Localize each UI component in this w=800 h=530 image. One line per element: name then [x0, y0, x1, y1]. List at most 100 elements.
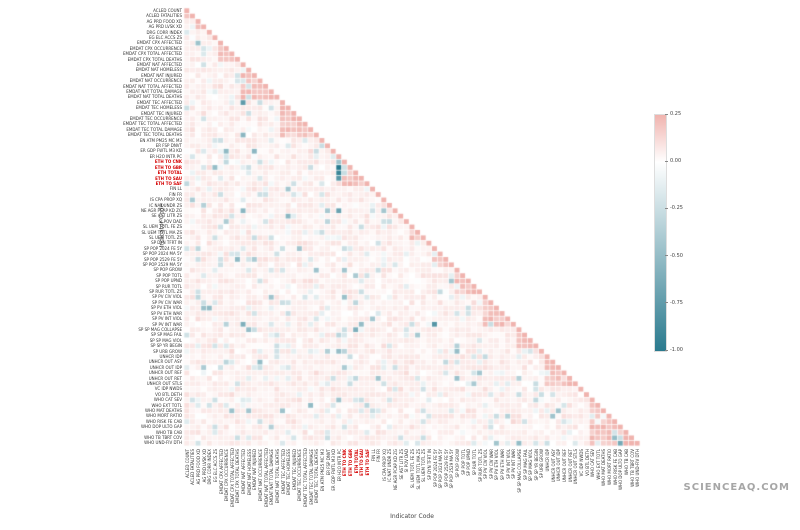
y-tick-label: EMDAT NAT TOTAL AFFECTED: [123, 83, 182, 89]
y-tick-label: UNHCR OUT ASY: [148, 359, 182, 365]
y-tick-label: ETH TO SAU: [155, 175, 182, 181]
y-tick-label: ACLED COUNT: [153, 7, 182, 13]
y-tick-label: WHO RISK FE CAB: [145, 418, 182, 424]
x-tick-label: WHO UND-FIV DTH: [635, 449, 641, 487]
x-tick-label: VC IDP NWDS: [578, 449, 584, 477]
colorbar-tick-mark: [665, 207, 668, 209]
y-tick-label: WHO EXT TOTL: [151, 402, 182, 408]
y-tick-label: IS CPA PROP XQ: [150, 197, 182, 203]
y-tick-label: SP PV ETH WAR: [150, 310, 182, 316]
y-tick-label: WHO UND-FIV DTH: [144, 440, 182, 446]
y-tick-label: EMDAT CPX OCCURRENCE: [129, 45, 182, 51]
y-tick-label: EMDAT TEC HOMELESS: [135, 105, 182, 111]
colorbar-tick-mark: [665, 255, 668, 257]
y-tick-label: ETH TO SAF: [155, 180, 182, 186]
colorbar-tick-label: -0.25: [670, 205, 683, 212]
y-tick-label: SP PV ETH VIOL: [150, 305, 182, 311]
y-tick-label: SP POP GROW: [153, 267, 182, 273]
y-tick-label: EMDAT CPX AFFECTED: [136, 40, 182, 46]
y-tick-label: DRG CORR INDEX: [146, 29, 182, 35]
y-tick-label: EG ELC ACCS ZS: [148, 34, 182, 40]
colorbar-tick-mark: [665, 113, 668, 115]
colorbar-tick-label: -1.00: [670, 347, 683, 353]
x-tick-label: SP DYN TFRT IN: [426, 449, 432, 480]
y-tick-label: ER FSP DNVT: [155, 143, 182, 149]
y-tick-label: EMDAT TEC AFFECTED: [137, 99, 182, 105]
y-tick-label: SI POV DAD: [158, 218, 182, 224]
y-tick-label: SP DYN TFRT IN: [151, 240, 182, 246]
y-tick-label: EMDAT TEC INJURED: [141, 110, 182, 116]
watermark-text: SCIENCEAQ.COM: [683, 482, 790, 493]
y-tick-label: EN ATM PM25 MC M3: [139, 137, 182, 143]
y-tick-label: SP URB GROW: [153, 348, 182, 354]
y-tick-label: EMDAT TEC TOTAL AFFECTED: [123, 121, 182, 127]
colorbar-tick-mark: [665, 302, 668, 304]
x-tick-label: EMDAT NAT TOTAL DEATHS: [274, 449, 280, 504]
y-tick-label: WHO TB TBRT COV: [144, 435, 182, 441]
y-tick-label: SP PV INT WAR: [152, 321, 182, 327]
y-tick-label: SP RUR TOTL ZS: [149, 289, 182, 295]
y-tick-label: UNHCR OUT IDP: [149, 364, 182, 370]
y-tick-label: SP PV INT VIOL: [152, 316, 182, 322]
y-tick-label: SP POP 2529 FE 5Y: [143, 256, 182, 262]
y-tick-label: SP PV CIV VIOL: [152, 294, 182, 300]
y-tick-label: EMDAT NAT OCCURRENCE: [129, 78, 182, 84]
colorbar-tick-mark: [665, 349, 668, 351]
y-tick-label: EMDAT TEC TOTAL DEATHS: [127, 132, 182, 138]
y-tick-label: ACLED FATALITIES: [146, 13, 182, 19]
colorbar-tick-label: -0.50: [670, 252, 683, 259]
y-tick-label: SL UEM TOTL FE ZS: [142, 224, 182, 230]
y-tick-label: EMDAT NAT INJURED: [141, 72, 182, 78]
colorbar-legend: [654, 114, 667, 352]
y-tick-label: AG PRD FOOD XD: [146, 18, 182, 24]
y-tick-label: EMDAT NAT TOTAL DEATHS: [127, 94, 182, 100]
y-tick-label: WHO CAT SEV: [153, 397, 182, 403]
colorbar-tick-label: -0.75: [670, 299, 683, 306]
y-tick-label: UNHCR OUT REF: [148, 370, 182, 376]
y-tick-label: SL UEM TOTL MA ZS: [141, 229, 183, 235]
y-tick-label: EMDAT NAT HOMELESS: [135, 67, 182, 73]
y-tick-label: SL UEM TOTL ZS: [148, 235, 182, 240]
y-tick-label: NE AGR PCAP KD ZG: [140, 207, 182, 213]
y-tick-label: WHO DOP ULTO GAP: [140, 424, 182, 430]
y-tick-label: WHO TB CAB: [155, 429, 182, 435]
y-tick-label: EMDAT NAT AFFECTED: [137, 61, 182, 67]
y-tick-label: UNHCR IDP: [159, 353, 182, 359]
y-tick-label: FIN LL: [169, 186, 182, 192]
y-tick-label: ER H2O INTR PC: [149, 153, 182, 159]
y-tick-label: SE AST LITR ZS: [151, 213, 182, 219]
y-tick-label: ETH TOTAL: [157, 170, 182, 176]
y-tick-label: EMDAT CPX TOTAL AFFECTED: [122, 51, 182, 57]
y-tick-label: SP SP MAG FAIL: [150, 332, 182, 338]
y-tick-label: AG PRD LVSK XD: [148, 24, 182, 30]
y-tick-label: SP SP MAG VIOL: [149, 337, 182, 343]
x-axis-title: Indicator Code: [390, 513, 434, 520]
colorbar-tick-label: 0.00: [670, 158, 682, 165]
y-tick-label: SP PV CIV WAR: [152, 299, 182, 305]
y-tick-label: SP SP MAG COLLAPSE: [138, 326, 182, 332]
y-tick-label: VO BTL DETH: [155, 391, 182, 397]
y-tick-label: SP SP YR BEGIN: [150, 343, 182, 349]
y-tick-label: UNHCR OUT STLS: [146, 381, 182, 386]
y-tick-label: SP POP UPND: [155, 278, 182, 284]
y-tick-label: IC NAT UNDR ZS: [149, 202, 182, 208]
y-tick-label: ER GDP FWTL M3 KD: [140, 148, 182, 154]
y-tick-label: SP POP 2529 MA 5Y: [142, 262, 182, 268]
y-tick-label: SP POP 2024 FE 5Y: [143, 245, 182, 251]
y-tick-label: SP POP TOTL: [156, 272, 182, 278]
y-tick-label: SP POP 2024 MA 5Y: [142, 251, 182, 257]
y-tick-label: FIN FR: [169, 191, 182, 197]
y-tick-label: EMDAT TEC TOTAL DAMAGE: [126, 126, 182, 132]
y-tick-label: WHO MORT RATIO: [146, 413, 182, 419]
colorbar-tick-label: 0.25: [670, 111, 682, 117]
y-tick-label: ETH TO GBR: [154, 164, 182, 170]
y-tick-label: EMDAT TEC OCCURRENCE: [129, 116, 182, 122]
y-tick-label: SP RUR TOTL: [155, 283, 182, 289]
y-tick-label: ETH TO CNK: [154, 159, 182, 165]
y-tick-label: EMDAT NAT TOTAL DAMAGE: [126, 89, 182, 94]
y-tick-label: UNHCR OUT RET: [148, 375, 182, 381]
y-tick-label: WHO MAT DEATHS: [145, 408, 182, 414]
y-tick-label: EMDAT CPX TOTAL DEATHS: [127, 56, 182, 62]
colorbar-tick-mark: [665, 160, 668, 162]
